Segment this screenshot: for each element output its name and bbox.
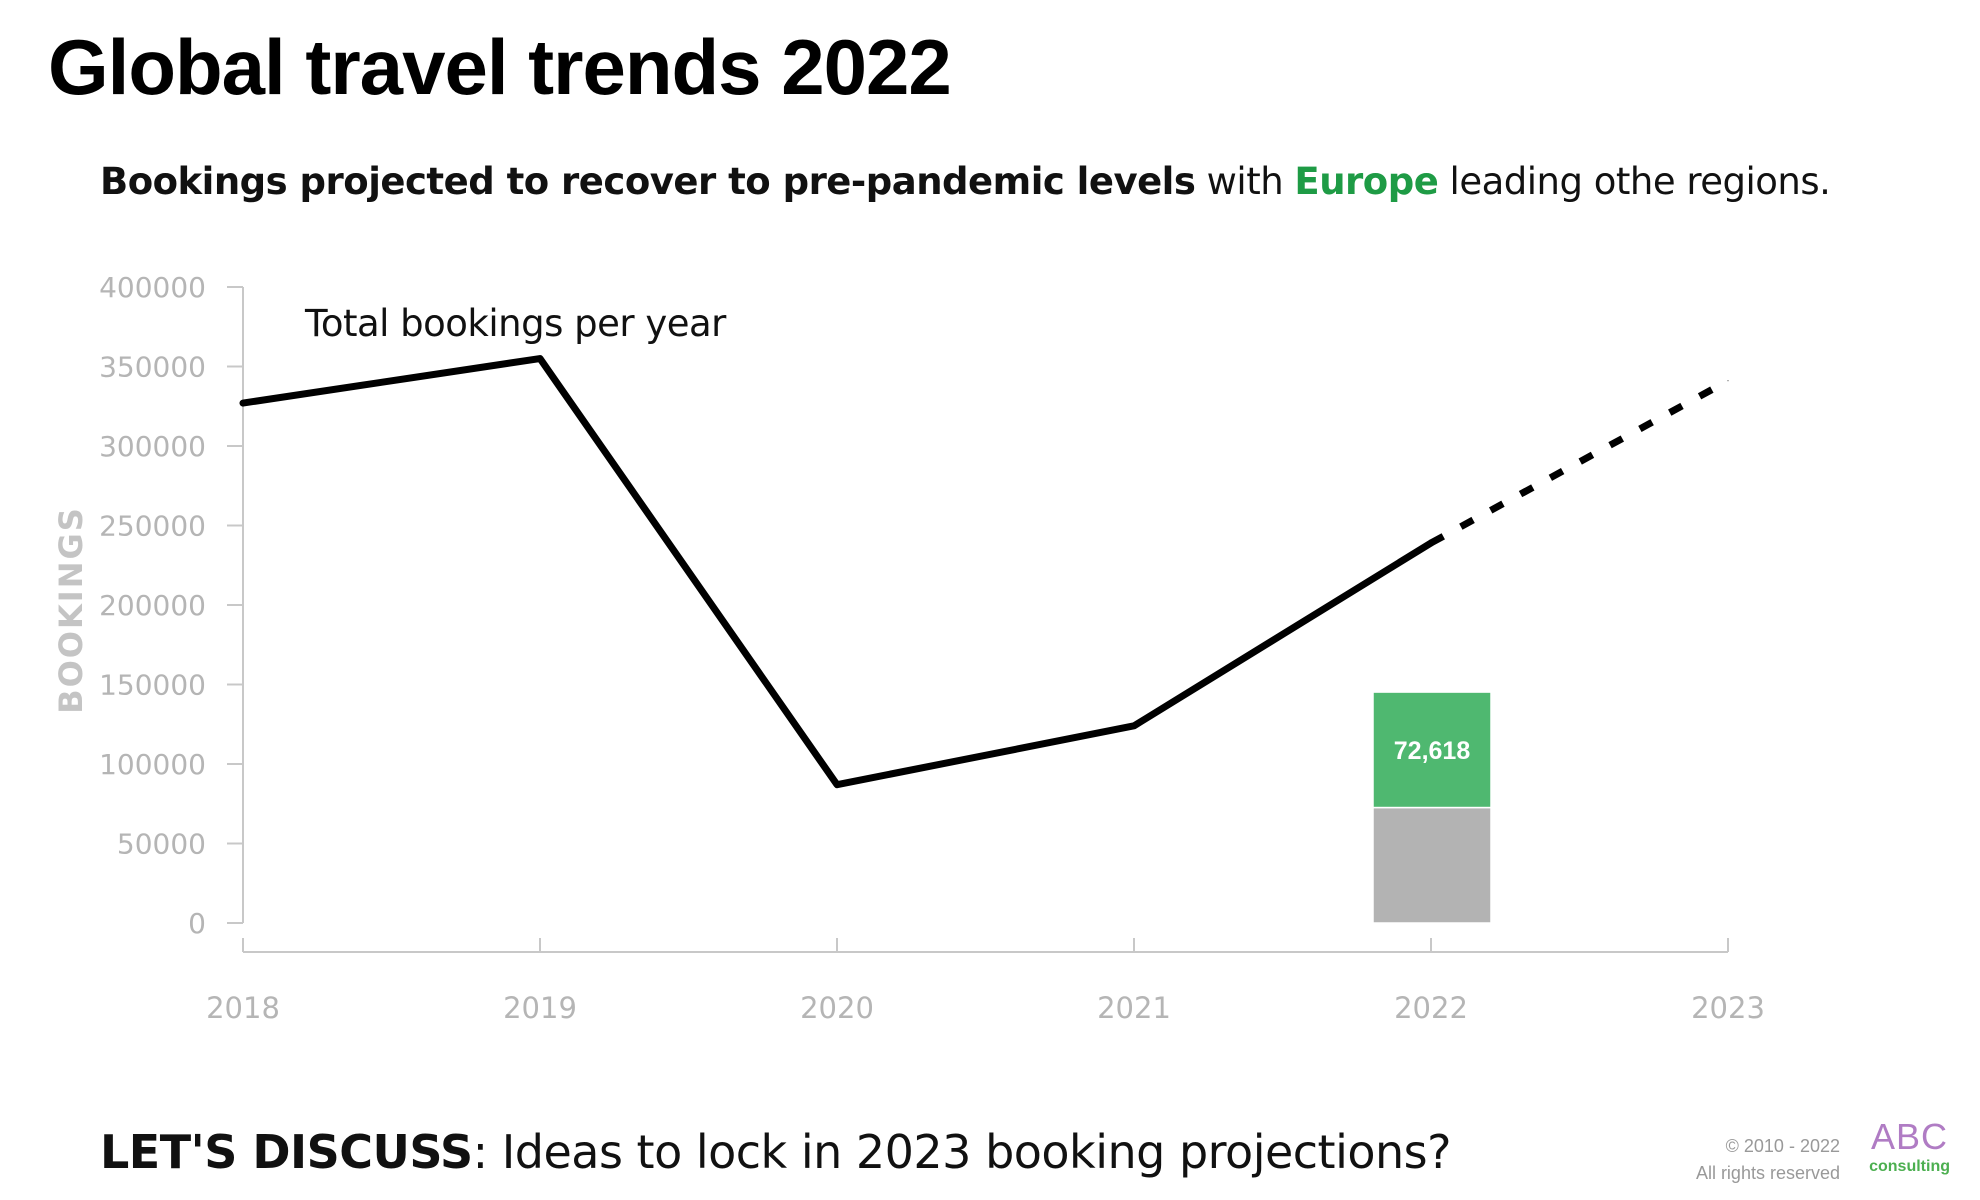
discussion-text: : Ideas to lock in 2023 booking projecti…: [472, 1125, 1452, 1179]
series-annotation: Total bookings per year: [304, 302, 727, 345]
bar-segment-base: [1372, 806, 1492, 924]
x-tick-label: 2019: [503, 991, 577, 1025]
projection-line-dashed: [1429, 377, 1730, 547]
y-tick-label: 300000: [99, 430, 206, 463]
data-point: [539, 358, 541, 360]
copyright-notice: © 2010 - 2022 All rights reserved: [1696, 1133, 1840, 1187]
logo-subtext: consulting: [1869, 1158, 1950, 1175]
y-tick-label: 0: [188, 907, 206, 940]
y-tick-label: 200000: [99, 589, 206, 622]
logo-text: ABC: [1871, 1116, 1949, 1157]
subtitle-bold: Bookings projected to recover to pre-pan…: [100, 160, 1196, 203]
data-point: [1133, 725, 1135, 727]
discussion-prompt: LET'S DISCUSS: Ideas to lock in 2023 boo…: [100, 1125, 1452, 1179]
y-tick-label: 400000: [99, 271, 206, 304]
subtitle: Bookings projected to recover to pre-pan…: [100, 160, 1831, 203]
company-logo: ABC consulting: [1869, 1117, 1950, 1177]
subtitle-region: Europe: [1294, 160, 1439, 203]
bar-segment-europe: [1372, 691, 1492, 809]
x-tick-label: 2022: [1394, 991, 1468, 1025]
data-point: [242, 402, 244, 404]
y-tick-label: 50000: [117, 828, 206, 861]
x-tick-label: 2020: [800, 991, 874, 1025]
y-axis-title: BOOKINGS: [52, 506, 90, 714]
data-point: [1727, 380, 1729, 382]
data-point: [1430, 542, 1432, 544]
bar-data-label: 72,618: [1394, 737, 1471, 765]
subtitle-connector: with: [1195, 160, 1295, 203]
y-tick-label: 350000: [99, 351, 206, 384]
copyright-years: © 2010 - 2022: [1725, 1136, 1840, 1156]
x-tick-label: 2023: [1691, 991, 1765, 1025]
bookings-line: [239, 355, 1435, 789]
x-tick-label: 2021: [1097, 991, 1171, 1025]
page-title: Global travel trends 2022: [48, 23, 952, 111]
data-point: [836, 784, 838, 786]
x-tick-label: 2018: [206, 991, 280, 1025]
discussion-lead: LET'S DISCUSS: [100, 1125, 473, 1179]
y-tick-label: 250000: [99, 510, 206, 543]
y-tick-label: 150000: [99, 669, 206, 702]
subtitle-end: leading othe regions.: [1438, 160, 1831, 203]
y-tick-label: 100000: [99, 748, 206, 781]
copyright-rights: All rights reserved: [1695, 1163, 1840, 1183]
